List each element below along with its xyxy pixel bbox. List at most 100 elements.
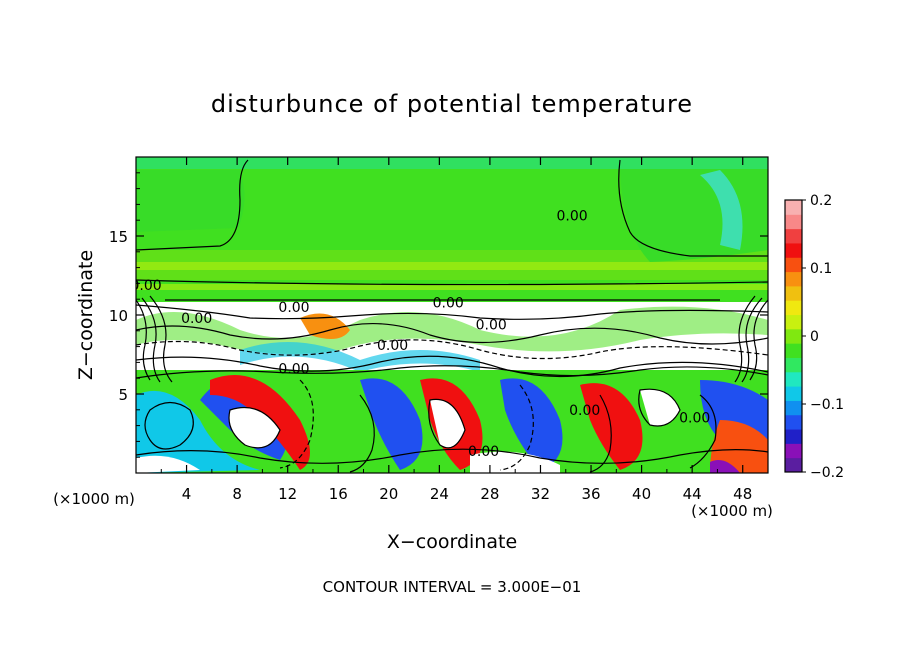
contour-line-left-cluster-2 <box>141 297 161 383</box>
colorbar-swatch <box>785 271 802 287</box>
colorbar-swatch <box>785 343 802 358</box>
colorbar: 0.2 0.1 0 −0.1 −0.2 <box>784 193 844 481</box>
contour-label: 0.00 <box>476 317 507 333</box>
contour-line-eddy-2 <box>228 406 281 449</box>
colorbar-swatch <box>785 328 802 344</box>
contour-line-middle-1 <box>136 322 768 345</box>
field-lower-white-3 <box>640 389 680 426</box>
x-tick-label: 8 <box>232 485 242 503</box>
y-tick-label: 5 <box>118 386 128 404</box>
contour-line-eddy-9 <box>349 394 375 473</box>
x-tick-label: 36 <box>581 485 600 503</box>
contour-line-right-cluster-2 <box>741 297 763 383</box>
colorbar-label: −0.1 <box>810 397 844 413</box>
field-lower-blue-4 <box>500 378 563 470</box>
contour-line-eddy-8 <box>689 394 717 469</box>
contour-line-upper-band <box>136 279 768 286</box>
field-lower-white-5 <box>136 455 200 473</box>
contour-line-top <box>136 159 249 251</box>
contour-line-middle-2 <box>136 339 768 360</box>
chart-title: disturbunce of potential temperature <box>211 90 693 118</box>
field-top-strip <box>136 157 768 169</box>
field-upper-cyan-streak <box>700 170 743 250</box>
field-band-2 <box>136 262 768 270</box>
x-tick-label: 20 <box>379 485 398 503</box>
colorbar-swatch <box>785 429 802 444</box>
contour-line-left-cluster-1 <box>136 299 151 381</box>
colorbar-label: −0.2 <box>810 465 844 481</box>
colorbar-swatch <box>785 443 802 459</box>
colorbar-swatch <box>785 314 802 330</box>
contour-line-eddy-7 <box>589 394 612 473</box>
contour-label: 0.00 <box>468 444 499 460</box>
colorbar-swatch <box>785 228 802 244</box>
x-tick-label: 12 <box>278 485 297 503</box>
colorbar-swatch <box>785 285 802 301</box>
y-tick-label: 10 <box>109 307 128 325</box>
field-lower-white-1 <box>229 407 280 448</box>
y-axis-label: Z−coordinate <box>75 250 97 380</box>
x-tick-label: 40 <box>632 485 651 503</box>
y-unit-label: (×1000 m) <box>53 490 135 508</box>
contour-line-eddy-3 <box>428 398 466 449</box>
x-tick-label: 4 <box>182 485 192 503</box>
field-lower-red-4 <box>710 420 768 473</box>
contour-line-middle-3 <box>136 355 768 378</box>
colorbar-swatch <box>785 357 802 373</box>
field-upper-right-patch <box>620 160 768 262</box>
x-tick-label: 32 <box>531 485 550 503</box>
x-tick-label: 48 <box>733 485 752 503</box>
colorbar-swatch <box>785 200 802 215</box>
contour-label: 0.00 <box>131 278 162 294</box>
field-lower-red-1 <box>210 375 310 470</box>
field-middle-cyan <box>240 342 480 372</box>
plot-area: 0.00 0.00 0.00 0.00 0.00 0.00 0.00 0.00 0.00 0.00… <box>131 157 768 473</box>
contour-label: 0.00 <box>278 300 309 316</box>
colorbar-swatch <box>785 371 802 387</box>
contour-line-eddy-6 <box>499 384 534 471</box>
contour-labels: 0.00 0.00 0.00 0.00 0.00 0.00 0.00 0.00 0.00 0.00… <box>131 208 710 460</box>
contour-line-upper-boundary <box>136 304 768 320</box>
colorbar-swatch <box>785 414 802 430</box>
contour-line-top-right <box>618 159 768 257</box>
contour-lines <box>136 159 768 473</box>
x-tick-label: 24 <box>430 485 449 503</box>
contour-line-left-cluster-3 <box>149 295 173 383</box>
contour-line-eddy-4 <box>638 388 681 427</box>
x-tick-label: 28 <box>480 485 499 503</box>
field-upper-left-patch <box>136 170 245 232</box>
x-axis: 4 8 12 16 20 24 28 32 36 40 44 48 <box>160 157 752 503</box>
colorbar-swatch <box>785 300 802 316</box>
contour-line-eddy-1 <box>144 401 194 450</box>
y-axis: 5 10 15 <box>109 172 768 458</box>
colorbar-swatch <box>785 386 802 401</box>
contour-line-bottom <box>136 448 768 464</box>
contour-label: 0.00 <box>181 311 212 327</box>
field-lower-blue-1 <box>136 390 260 473</box>
field-band-4 <box>170 294 720 302</box>
contour-line-lower-boundary <box>136 365 768 379</box>
colorbar-swatch <box>785 457 802 473</box>
contour-line-right-cluster-1 <box>749 299 768 381</box>
colorbar-swatch <box>785 400 802 416</box>
contour-label: 0.00 <box>377 338 408 354</box>
field-middle-orange <box>300 313 350 339</box>
colorbar-swatch <box>785 257 802 273</box>
field-band-3 <box>136 284 768 290</box>
x-axis-label: X−coordinate <box>387 531 517 553</box>
colorbar-label: 0 <box>810 329 819 345</box>
field-lower-blue-3 <box>360 378 423 470</box>
contour-label: 0.00 <box>433 295 464 311</box>
contour-label: 0.00 <box>569 403 600 419</box>
colorbar-label: 0.1 <box>810 261 832 277</box>
y-tick-label: 15 <box>109 228 128 246</box>
x-tick-label: 44 <box>683 485 702 503</box>
contour-label: 0.00 <box>679 411 710 427</box>
colorbar-swatch <box>785 214 802 230</box>
contour-label: 0.00 <box>556 208 587 224</box>
contour-label: 0.00 <box>278 362 309 378</box>
colorbar-swatch <box>785 242 802 258</box>
x-unit-label: (×1000 m) <box>691 502 773 520</box>
contour-interval-note: CONTOUR INTERVAL = 3.000E−01 <box>323 578 582 596</box>
